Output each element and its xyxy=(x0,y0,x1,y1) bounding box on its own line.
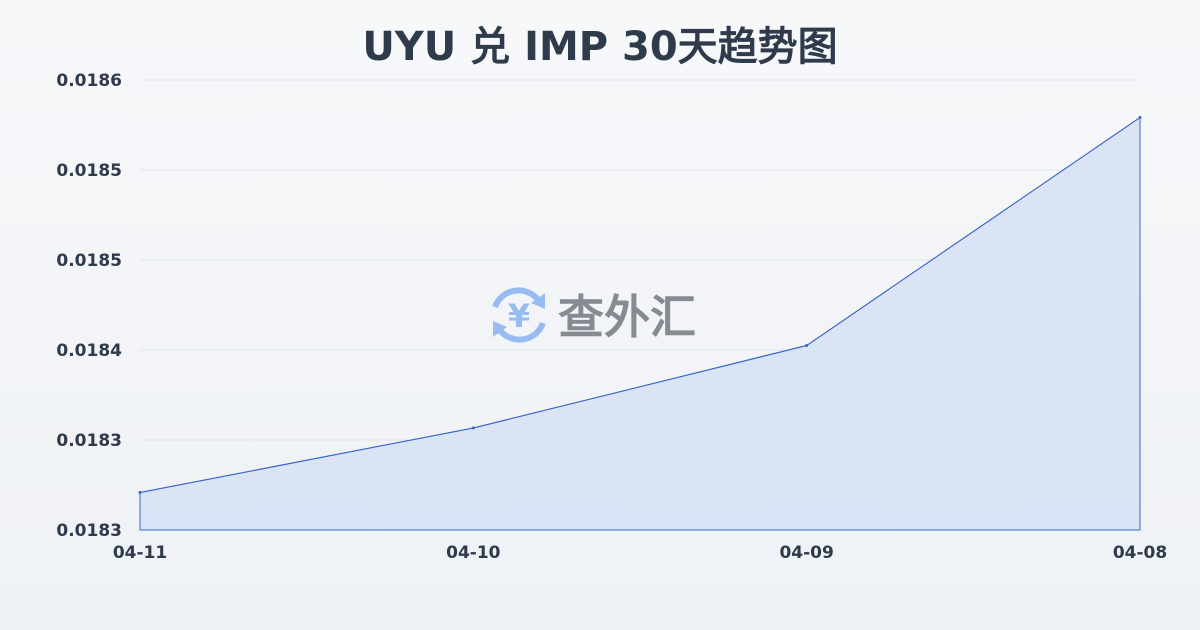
y-tick-label: 0.0183 xyxy=(56,431,122,451)
data-point xyxy=(471,426,475,430)
data-point xyxy=(805,344,809,347)
x-tick-label: 04-11 xyxy=(113,543,167,563)
y-tick-label: 0.0185 xyxy=(56,251,122,271)
y-tick-label: 0.0186 xyxy=(56,71,122,91)
yen-exchange-icon: ¥ xyxy=(492,287,546,343)
series-line xyxy=(139,117,1141,493)
y-tick-label: 0.0184 xyxy=(56,341,122,361)
x-tick-label: 04-10 xyxy=(446,543,501,563)
data-point xyxy=(1138,116,1142,119)
y-tick-label: 0.0183 xyxy=(56,521,122,541)
data-point xyxy=(138,491,142,494)
y-tick-label: 0.0185 xyxy=(56,161,122,181)
watermark: ¥ 查外汇 xyxy=(492,287,696,344)
svg-text:¥: ¥ xyxy=(508,297,530,335)
watermark-text: 查外汇 xyxy=(558,290,696,344)
x-tick-label: 04-09 xyxy=(779,543,833,563)
x-tick-label: 04-08 xyxy=(1113,543,1167,563)
chart-title: UYU 兑 IMP 30天趋势图 xyxy=(362,24,837,70)
